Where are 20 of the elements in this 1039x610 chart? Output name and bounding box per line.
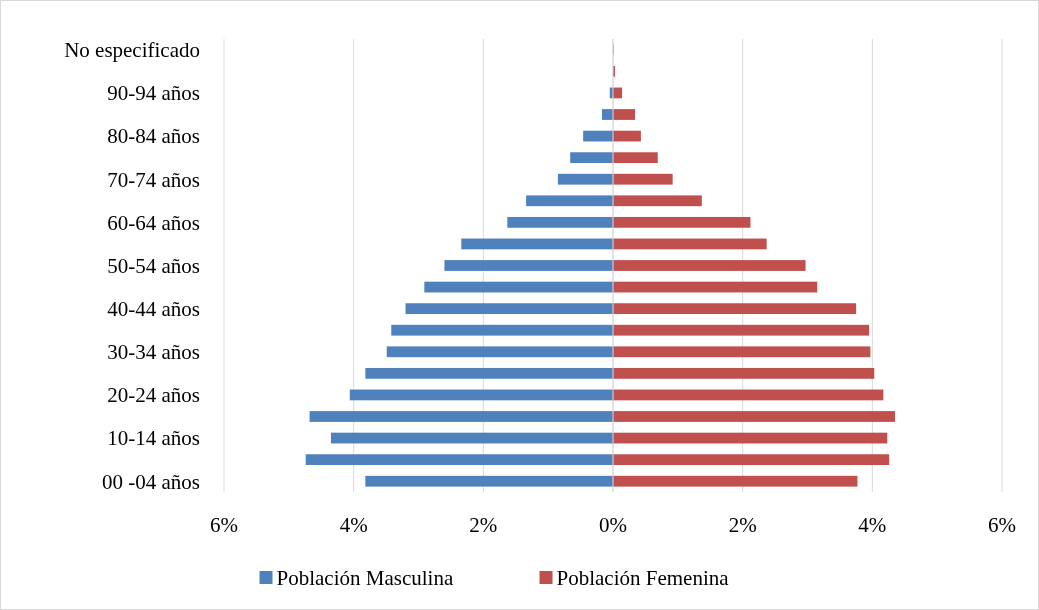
y-tick-label: 60-64 años [107, 210, 200, 235]
x-tick-label: 6% [988, 513, 1016, 537]
x-tick-label: 4% [339, 513, 368, 537]
x-tick-label: 2% [728, 513, 757, 537]
y-tick-label: 90-94 años [107, 81, 200, 106]
y-tick-label: 10-14 años [107, 426, 200, 451]
y-tick-label: 80-84 años [107, 124, 200, 149]
x-tick-label: 0% [599, 513, 627, 537]
legend-label: Población Femenina [556, 566, 730, 591]
y-tick-label: 70-74 años [107, 167, 200, 192]
y-tick-label: 50-54 años [107, 253, 200, 278]
y-tick-label: 30-34 años [107, 340, 200, 365]
y-tick-label: No especificado [64, 38, 200, 63]
y-tick-label: 00 -04 años [102, 469, 200, 494]
x-tick-label: 4% [858, 513, 887, 537]
y-tick-label: 20-24 años [107, 383, 200, 408]
x-tick-label: 2% [469, 513, 498, 537]
x-tick-label: 6% [210, 513, 238, 537]
legend-label: Población Masculina [276, 566, 454, 591]
y-tick-label: 40-44 años [107, 296, 200, 321]
